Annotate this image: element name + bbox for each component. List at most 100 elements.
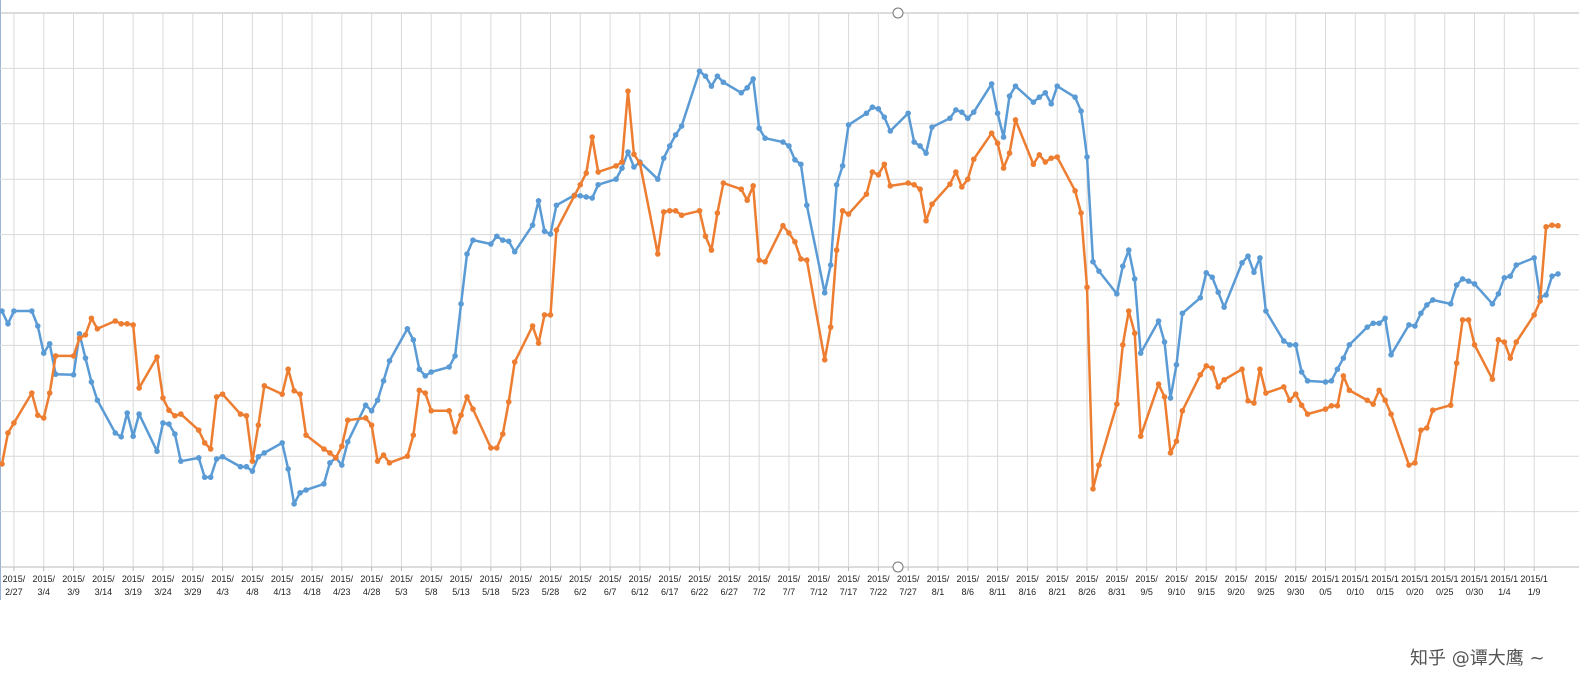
data-point bbox=[1304, 411, 1311, 417]
data-point bbox=[541, 228, 548, 235]
data-point bbox=[821, 289, 828, 296]
data-point bbox=[827, 324, 834, 330]
x-tick-label: 2015/9/30 bbox=[1284, 574, 1307, 597]
data-point bbox=[1292, 342, 1299, 348]
data-point bbox=[40, 350, 47, 356]
data-point bbox=[1382, 315, 1388, 322]
resize-handle[interactable] bbox=[892, 7, 904, 19]
data-point bbox=[488, 241, 494, 247]
data-point bbox=[154, 448, 160, 455]
data-point bbox=[970, 156, 977, 163]
data-point bbox=[589, 195, 596, 201]
x-tick-label: 2015/7/12 bbox=[807, 574, 831, 597]
data-point bbox=[666, 207, 673, 214]
data-point bbox=[1096, 268, 1102, 274]
data-point bbox=[1501, 275, 1508, 281]
data-point bbox=[40, 415, 47, 421]
data-point bbox=[1048, 101, 1055, 107]
data-point bbox=[76, 335, 83, 341]
x-tick-label: 2015/4/28 bbox=[360, 574, 383, 597]
data-point bbox=[708, 83, 715, 89]
data-point bbox=[291, 501, 297, 507]
data-point bbox=[875, 171, 882, 178]
data-point bbox=[1167, 395, 1174, 401]
data-point bbox=[321, 446, 327, 452]
data-point bbox=[1507, 355, 1514, 361]
data-point bbox=[1447, 301, 1454, 307]
data-point bbox=[1221, 304, 1227, 310]
x-tick-label: 2015/5/18 bbox=[479, 574, 503, 597]
data-point bbox=[1334, 402, 1341, 409]
data-point bbox=[678, 123, 685, 129]
data-point bbox=[1030, 99, 1037, 105]
data-point bbox=[112, 430, 119, 436]
data-point bbox=[1549, 273, 1555, 279]
series-line bbox=[0, 69, 1559, 506]
data-point bbox=[839, 207, 846, 214]
data-point bbox=[1030, 161, 1037, 168]
data-point bbox=[422, 390, 429, 396]
data-point bbox=[1012, 83, 1019, 89]
data-point bbox=[1388, 352, 1394, 358]
data-point bbox=[494, 445, 500, 451]
data-point bbox=[1197, 294, 1204, 301]
data-point bbox=[547, 312, 554, 318]
data-point bbox=[839, 163, 846, 169]
data-point bbox=[1131, 276, 1138, 282]
data-point bbox=[1072, 188, 1078, 194]
data-point bbox=[213, 394, 220, 400]
resize-handle[interactable] bbox=[892, 561, 904, 573]
data-point bbox=[1251, 400, 1257, 406]
x-tick-label: 2015/5/23 bbox=[509, 574, 532, 597]
data-point bbox=[428, 369, 435, 375]
data-point bbox=[529, 323, 536, 329]
data-point bbox=[458, 301, 464, 307]
data-point bbox=[1364, 324, 1371, 330]
data-point bbox=[654, 176, 661, 182]
data-point bbox=[702, 233, 709, 240]
data-point bbox=[219, 453, 226, 460]
data-point bbox=[613, 176, 619, 182]
x-tick-label: 2015/5/3 bbox=[390, 574, 413, 597]
data-point bbox=[1280, 384, 1287, 390]
data-point bbox=[124, 320, 130, 327]
data-point bbox=[881, 161, 888, 168]
data-point bbox=[1465, 317, 1472, 323]
data-point bbox=[112, 318, 119, 324]
data-point bbox=[1042, 159, 1049, 165]
data-point bbox=[255, 422, 262, 428]
x-tick-label: 2015/3/29 bbox=[181, 574, 205, 597]
data-point bbox=[52, 371, 59, 378]
data-point bbox=[1263, 308, 1269, 314]
data-point bbox=[744, 84, 751, 91]
data-point bbox=[416, 387, 423, 394]
data-point bbox=[124, 410, 130, 416]
data-point bbox=[1459, 317, 1466, 323]
data-point bbox=[1286, 397, 1293, 404]
x-tick-label: 2015/9/5 bbox=[1135, 574, 1158, 597]
data-point bbox=[988, 130, 995, 137]
data-point bbox=[160, 395, 166, 401]
data-point bbox=[631, 164, 637, 170]
data-point bbox=[1239, 366, 1245, 373]
data-point bbox=[1006, 93, 1013, 99]
x-tick-label: 2015/6/2 bbox=[569, 574, 592, 597]
x-tick-label: 2015/10/25 bbox=[1430, 574, 1459, 597]
data-point bbox=[1209, 365, 1216, 371]
data-point bbox=[178, 411, 184, 417]
data-point bbox=[368, 422, 375, 428]
data-point bbox=[1078, 210, 1084, 216]
data-point bbox=[130, 433, 136, 440]
data-point bbox=[1430, 297, 1436, 303]
data-point bbox=[88, 379, 95, 385]
data-point bbox=[547, 231, 554, 237]
data-point bbox=[738, 186, 745, 192]
data-point bbox=[1531, 255, 1537, 261]
data-point bbox=[964, 176, 971, 182]
data-point bbox=[804, 202, 810, 209]
data-point bbox=[505, 399, 512, 405]
data-point bbox=[243, 463, 250, 470]
data-point bbox=[237, 463, 244, 470]
data-point bbox=[637, 160, 643, 166]
data-point bbox=[1424, 302, 1430, 308]
